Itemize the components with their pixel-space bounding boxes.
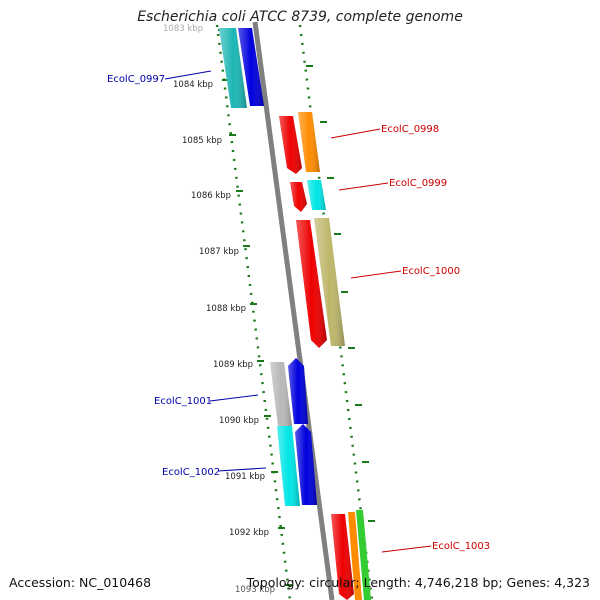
left-tick-marks <box>218 29 292 586</box>
tick-label-1089: 1089 kbp <box>213 360 253 370</box>
tick-label-1092: 1092 kbp <box>229 528 269 538</box>
forward-strand-genes <box>279 112 371 600</box>
gene-green-1003 <box>356 510 371 600</box>
tick-label-1088: 1088 kbp <box>206 304 246 314</box>
gene-labels: EcolC_0997 EcolC_0998 EcolC_0999 EcolC_1… <box>107 74 490 552</box>
tick-label-1084: 1084 kbp <box>173 80 213 90</box>
tick-label-1093: 1093 kbp <box>235 585 275 595</box>
tick-label-1091: 1091 kbp <box>225 472 265 482</box>
label-leader-lines <box>164 70 432 553</box>
kbp-tick-labels: 1083 kbp 1084 kbp 1085 kbp 1086 kbp 1087… <box>163 24 275 595</box>
right-tick-marks <box>306 65 375 522</box>
gene-orange-1003 <box>348 512 362 600</box>
tick-label-1086: 1086 kbp <box>191 191 231 201</box>
tick-label-1085: 1085 kbp <box>182 136 222 146</box>
gene-label-1002: EcolC_1002 <box>162 467 220 478</box>
tick-label-1083: 1083 kbp <box>163 24 203 34</box>
map-title: Escherichia coli ATCC 8739, complete gen… <box>137 9 463 25</box>
tick-label-1090: 1090 kbp <box>219 416 259 426</box>
gene-label-0998: EcolC_0998 <box>381 124 439 135</box>
gene-label-0999: EcolC_0999 <box>389 178 447 189</box>
gene-label-0997: EcolC_0997 <box>107 74 165 85</box>
tick-label-1087: 1087 kbp <box>199 247 239 257</box>
genome-summary-text: Topology: circular; Length: 4,746,218 bp… <box>246 575 590 590</box>
gene-label-1000: EcolC_1000 <box>402 266 460 277</box>
gene-label-1003: EcolC_1003 <box>432 541 490 552</box>
genome-backbone <box>252 21 335 600</box>
accession-text: Accession: NC_010468 <box>9 575 152 590</box>
left-dotted-track <box>215 24 292 600</box>
reverse-strand-genes <box>219 28 317 506</box>
gene-label-1001: EcolC_1001 <box>154 396 212 407</box>
